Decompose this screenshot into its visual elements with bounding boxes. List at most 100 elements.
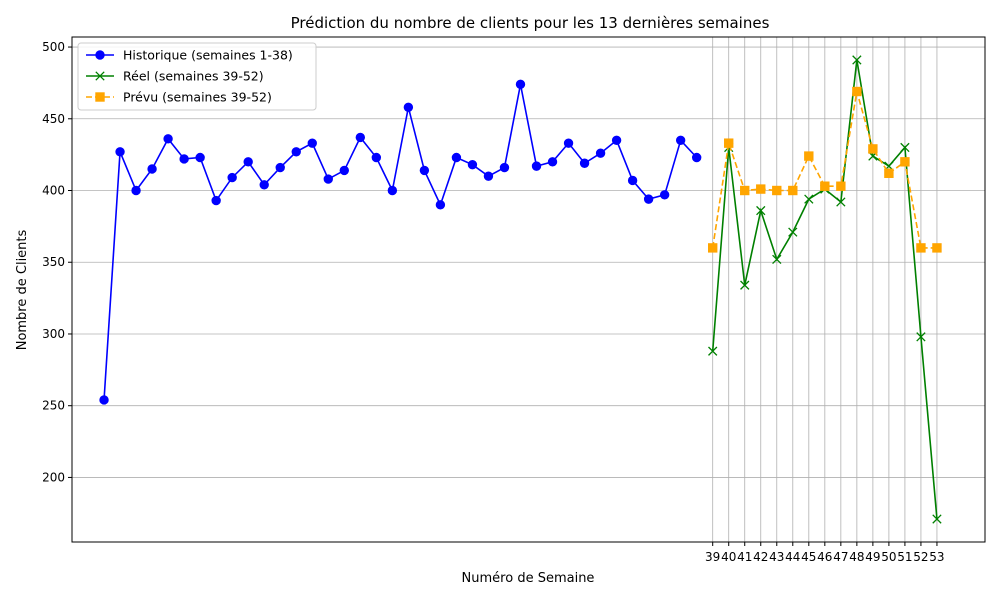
x-axis-label: Numéro de Semaine (462, 571, 595, 586)
x-tick-label: 39 (705, 550, 720, 564)
data-point (932, 514, 942, 524)
data-point-stroke (708, 346, 718, 356)
legend-entry: Prévu (semaines 39-52) (86, 90, 272, 105)
data-point (307, 138, 317, 148)
data-point (804, 194, 814, 204)
y-tick-label: 400 (42, 184, 65, 198)
x-tick-label: 50 (881, 550, 896, 564)
legend: Historique (semaines 1-38) Réel (semaines… (77, 42, 317, 111)
data-point (772, 254, 782, 265)
chart-title: Prédiction du nombre de clients pour les… (291, 14, 770, 32)
data-point (756, 184, 766, 194)
x-tick-label: 45 (801, 550, 816, 564)
data-point (291, 147, 301, 157)
data-point (804, 151, 814, 161)
data-point (403, 102, 414, 112)
data-point (323, 174, 333, 184)
data-point (836, 181, 846, 191)
data-point (740, 185, 750, 196)
data-point (131, 185, 141, 196)
data-point (147, 164, 157, 174)
x-tick-label: 41 (737, 550, 752, 564)
data-point (419, 165, 430, 176)
series-layer (99, 55, 942, 524)
data-point (900, 142, 910, 153)
data-point-stroke (788, 227, 798, 237)
data-point (611, 135, 622, 145)
data-point (467, 159, 478, 170)
y-axis: 200 250 300 350 400 450 500 (42, 40, 72, 484)
data-point (675, 135, 686, 145)
data-point (163, 134, 173, 144)
data-point-stroke (852, 55, 862, 65)
data-point-stroke (740, 280, 750, 290)
y-tick-label: 300 (42, 327, 65, 341)
x-tick-label: 44 (785, 550, 800, 564)
data-point (547, 157, 558, 167)
data-point-stroke (804, 194, 814, 204)
data-point (211, 195, 221, 206)
data-point (115, 147, 125, 157)
data-point (95, 50, 105, 60)
data-point (788, 185, 798, 196)
y-axis-label: Nombre de Clients (15, 229, 30, 350)
data-point (691, 152, 702, 163)
data-point (820, 181, 830, 191)
data-point (95, 71, 105, 81)
data-point-stroke (916, 332, 926, 342)
data-point (627, 175, 638, 186)
data-point (643, 194, 654, 204)
series-line (711, 91, 937, 249)
data-point (724, 138, 734, 148)
data-point (932, 243, 942, 253)
data-point (355, 132, 366, 143)
x-tick-label: 53 (929, 550, 944, 564)
data-point (339, 165, 349, 176)
data-point-stroke (900, 142, 910, 153)
data-point (227, 172, 237, 183)
y-tick-label: 350 (42, 255, 65, 269)
x-tick-label: 52 (913, 550, 928, 564)
x-tick-label: 40 (721, 550, 736, 564)
data-point-stroke (95, 71, 105, 81)
data-point (531, 161, 542, 171)
data-point (371, 152, 382, 163)
data-point-stroke (756, 205, 766, 216)
data-point (788, 227, 798, 237)
data-point (99, 395, 109, 405)
data-point (435, 200, 446, 210)
series-3 (708, 86, 942, 253)
data-point (275, 162, 285, 173)
data-point (836, 197, 846, 207)
data-point (499, 162, 510, 173)
data-point (852, 55, 862, 65)
data-point-stroke (932, 514, 942, 524)
data-point (740, 280, 750, 290)
data-point (563, 138, 574, 148)
data-point (916, 332, 926, 342)
data-point (916, 243, 926, 253)
data-point (95, 92, 105, 102)
legend-entry: Réel (semaines 39-52) (86, 69, 264, 84)
x-tick-label: 43 (769, 550, 784, 564)
x-tick-label: 42 (753, 550, 768, 564)
gridlines (72, 37, 985, 542)
data-point (387, 185, 398, 196)
data-point (595, 148, 606, 158)
data-point (579, 158, 590, 168)
data-point (483, 171, 494, 181)
data-point (884, 168, 894, 178)
x-tick-label: 46 (817, 550, 832, 564)
data-point-stroke (772, 254, 782, 265)
data-point (852, 86, 862, 97)
y-tick-label: 250 (42, 399, 65, 413)
legend-box (77, 42, 317, 111)
data-point (708, 243, 718, 253)
x-axis: 39 40 41 42 43 44 45 46 47 48 49 50 51 52 53 (705, 542, 945, 564)
x-tick-label: 48 (849, 550, 864, 564)
data-point (708, 346, 718, 356)
x-tick-label: 49 (865, 550, 880, 564)
y-tick-label: 200 (42, 470, 65, 484)
data-point (772, 185, 782, 196)
